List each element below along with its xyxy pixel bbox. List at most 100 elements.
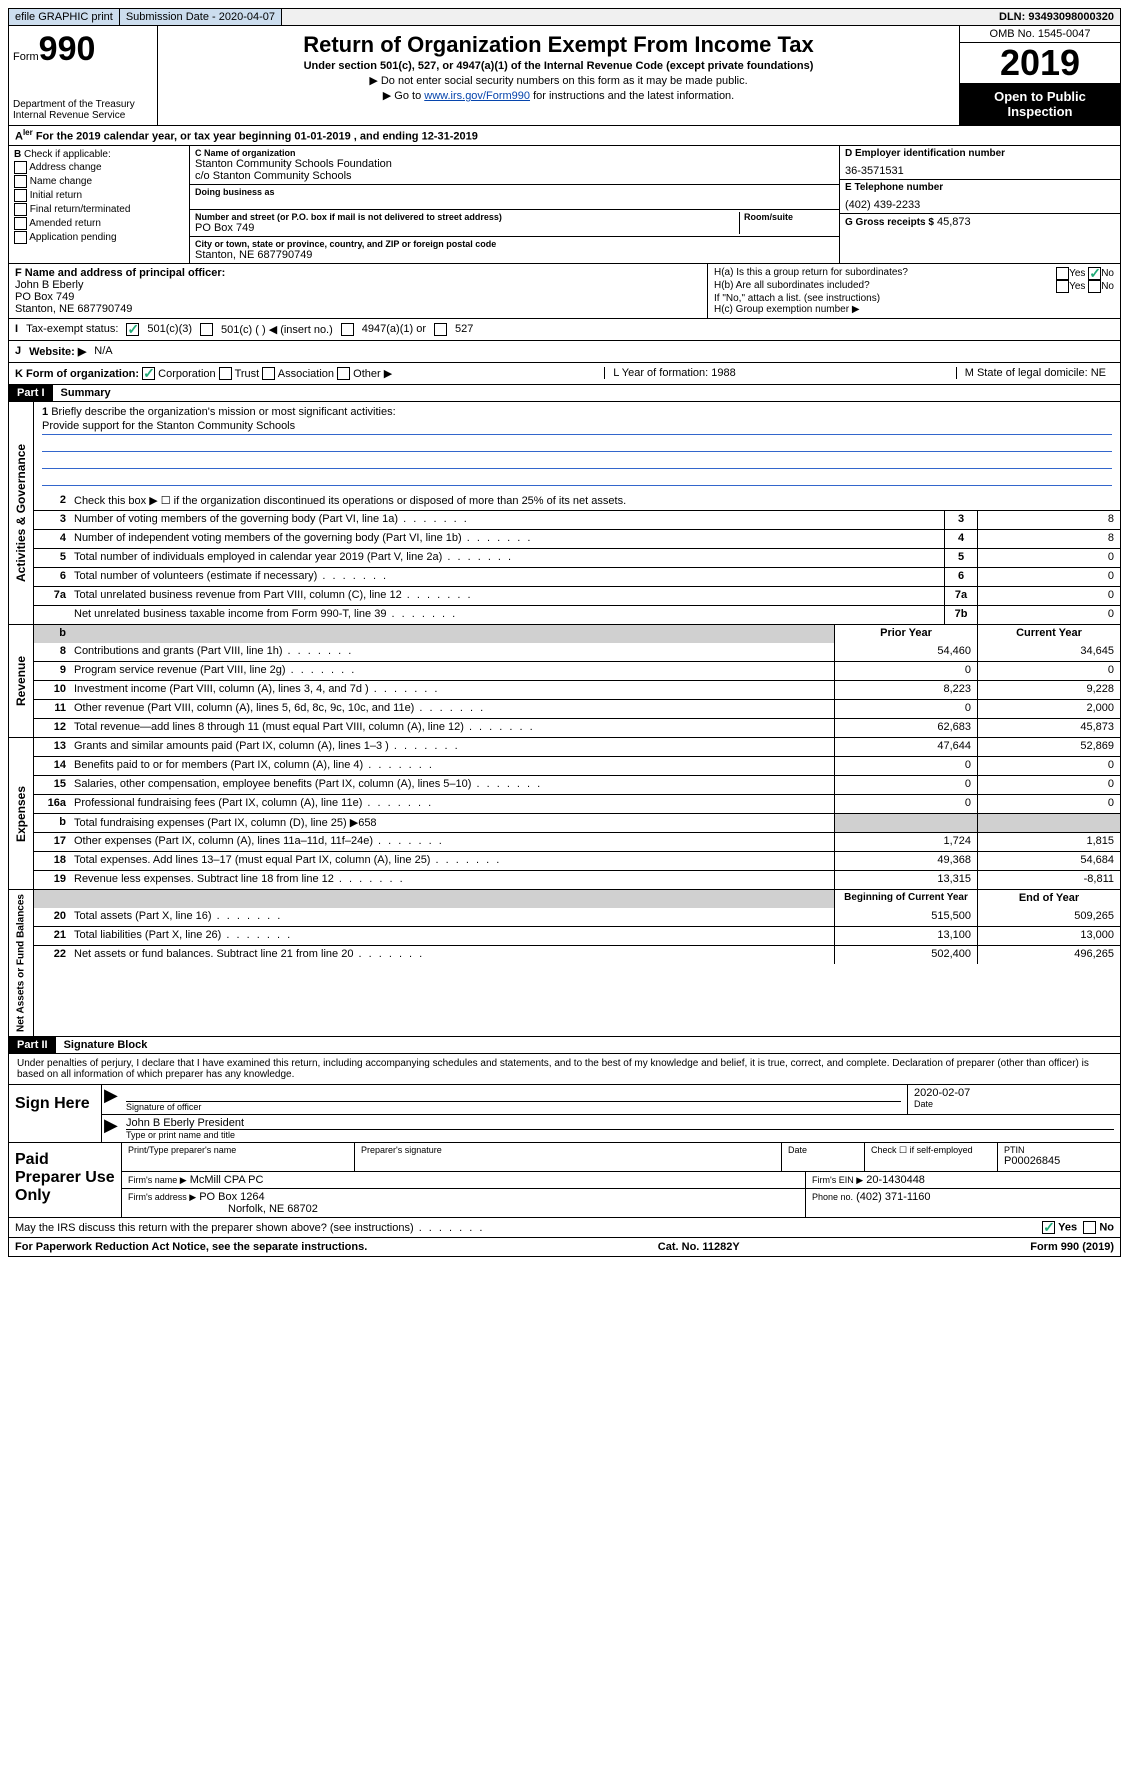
addr-label: Number and street (or P.O. box if mail i… [195,212,739,222]
501c3-check[interactable] [126,323,139,336]
current-year-header: Current Year [977,625,1120,643]
city-label: City or town, state or province, country… [195,239,834,249]
4947-check[interactable] [341,323,354,336]
tax-status-label: Tax-exempt status: [26,323,118,335]
tel-value: (402) 439-2233 [845,199,1115,211]
open-to-public: Open to Public Inspection [960,83,1120,125]
sign-here-label: Sign Here [9,1085,102,1142]
form-header: Form990 Department of the Treasury Inter… [8,26,1121,126]
net-side-label: Net Assets or Fund Balances [9,890,34,1036]
box-d: D Employer identification number 36-3571… [839,146,1120,263]
firm-ein-label: Firm's EIN ▶ [812,1175,863,1185]
netassets-section: Net Assets or Fund Balances Beginning of… [8,890,1121,1037]
prior-year-header: Prior Year [834,625,977,643]
hb-label: H(b) Are all subordinates included? [714,280,870,293]
mission-question: Briefly describe the organization's miss… [51,406,395,418]
prep-date-header: Date [788,1145,858,1155]
expenses-section: Expenses 13 Grants and similar amounts p… [8,738,1121,890]
other-check[interactable] [337,367,350,380]
hb-note: If "No," attach a list. (see instruction… [714,293,1114,304]
hc-label: H(c) Group exemption number ▶ [714,304,1114,315]
hb-no[interactable] [1088,280,1101,293]
discuss-no[interactable] [1083,1221,1096,1234]
ein-label: D Employer identification number [845,148,1115,159]
officer-printed-name: John B Eberly President [126,1117,1114,1130]
form-number: Form990 [13,30,153,69]
ha-label: H(a) Is this a group return for subordin… [714,267,908,280]
corp-check[interactable] [142,367,155,380]
ha-no[interactable] [1088,267,1101,280]
exp-side-label: Expenses [9,738,34,889]
irs-link[interactable]: www.irs.gov/Form990 [424,90,530,102]
governance-section: Activities & Governance 1 Briefly descri… [8,402,1121,625]
527-check[interactable] [434,323,447,336]
officer-group-row: F Name and address of principal officer:… [8,264,1121,319]
submission-date[interactable]: Submission Date - 2020-04-07 [120,9,282,25]
firm-phone: (402) 371-1160 [856,1191,930,1203]
officer-name: John B Eberly [15,279,701,291]
ha-yes[interactable] [1056,267,1069,280]
sig-officer-label: Signature of officer [126,1102,901,1112]
part2-header: Part II Signature Block [8,1037,1121,1054]
sign-date: 2020-02-07 [914,1087,1114,1099]
trust-check[interactable] [219,367,232,380]
k-row: K Form of organization: Corporation Trus… [8,363,1121,386]
part1-title: Summary [53,385,119,401]
period-row: Aler For the 2019 calendar year, or tax … [8,126,1121,146]
tax-status-row: I Tax-exempt status: 501(c)(3) 501(c) ( … [8,319,1121,341]
goto-note: ▶ Go to www.irs.gov/Form990 for instruct… [166,89,951,102]
pra-notice: For Paperwork Reduction Act Notice, see … [15,1241,367,1253]
state-domicile: M State of legal domicile: NE [956,367,1114,379]
website-value: N/A [94,345,112,357]
501c-check[interactable] [200,323,213,336]
part2-title: Signature Block [56,1037,156,1053]
officer-addr1: PO Box 749 [15,291,701,303]
firm-addr-label: Firm's address ▶ [128,1192,196,1202]
room-label: Room/suite [744,212,834,222]
officer-name-label: Type or print name and title [126,1130,1114,1140]
app-pending-check[interactable] [14,231,27,244]
firm-ein: 20-1430448 [866,1174,925,1186]
dba-label: Doing business as [195,187,834,197]
amended-check[interactable] [14,217,27,230]
initial-return-check[interactable] [14,189,27,202]
form-ref: Form 990 (2019) [1030,1241,1114,1253]
paid-preparer-section: Paid Preparer Use Only Print/Type prepar… [9,1142,1120,1217]
org-address: PO Box 749 [195,222,739,234]
firm-name: McMill CPA PC [190,1174,264,1186]
part1-header: Part I Summary [8,385,1121,402]
assoc-check[interactable] [262,367,275,380]
hb-yes[interactable] [1056,280,1069,293]
year-formation: L Year of formation: 1988 [604,367,744,379]
boy-header: Beginning of Current Year [834,890,977,908]
signature-section: Under penalties of perjury, I declare th… [8,1054,1121,1218]
box-b: B Check if applicable: Address change Na… [9,146,190,263]
org-city: Stanton, NE 687790749 [195,249,834,261]
ptin-value: P00026845 [1004,1155,1114,1167]
discuss-yes[interactable] [1042,1221,1055,1234]
org-name-label: C Name of organization [195,148,834,158]
discuss-question: May the IRS discuss this return with the… [15,1222,414,1234]
self-employed-header: Check ☐ if self-employed [871,1145,991,1156]
ptin-header: PTIN [1004,1145,1114,1155]
cat-number: Cat. No. 11282Y [658,1241,740,1253]
gross-label: G Gross receipts $ [845,217,934,228]
omb-number: OMB No. 1545-0047 [960,26,1120,43]
officer-label: F Name and address of principal officer: [15,267,225,279]
tax-year: 2019 [960,43,1120,83]
eoy-header: End of Year [977,890,1120,908]
name-change-check[interactable] [14,175,27,188]
form-subtitle: Under section 501(c), 527, or 4947(a)(1)… [166,60,951,72]
website-label: Website: ▶ [29,345,86,358]
efile-button[interactable]: efile GRAPHIC print [9,9,120,25]
k-label: K Form of organization: [15,368,139,380]
addr-change-check[interactable] [14,161,27,174]
prep-sig-header: Preparer's signature [361,1145,775,1155]
part1-badge: Part I [9,385,53,401]
final-return-check[interactable] [14,203,27,216]
sign-date-label: Date [914,1099,1114,1109]
footer-row: For Paperwork Reduction Act Notice, see … [8,1238,1121,1257]
firm-addr2: Norfolk, NE 68702 [128,1203,799,1215]
box-c: C Name of organization Stanton Community… [190,146,839,263]
ein-value: 36-3571531 [845,165,1115,177]
